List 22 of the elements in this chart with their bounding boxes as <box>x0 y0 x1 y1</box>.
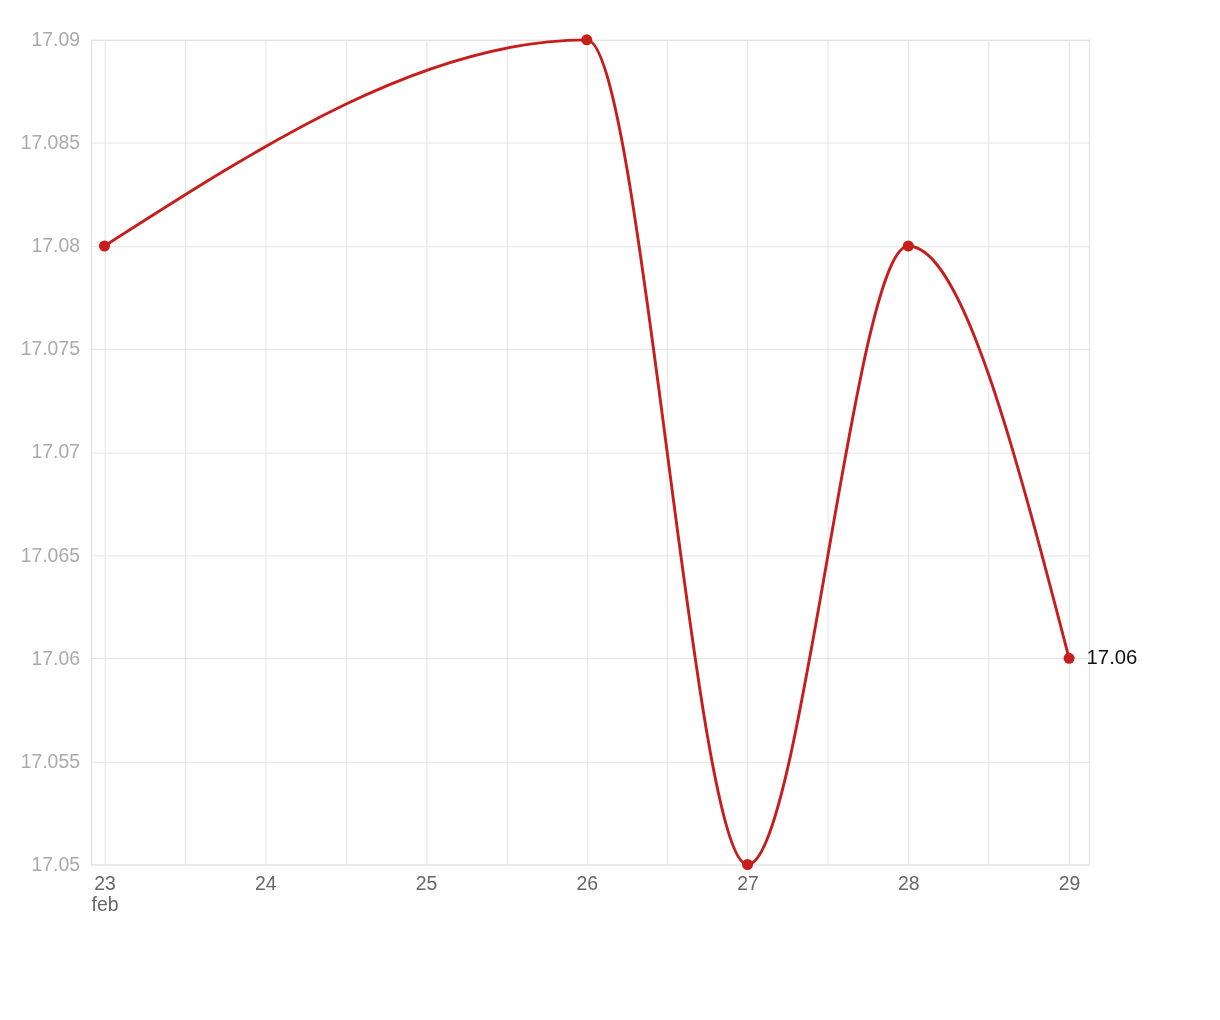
x-tick-label: 26 <box>576 872 599 895</box>
y-tick-label: 17.08 <box>31 234 80 257</box>
x-tick-label: 28 <box>898 872 920 895</box>
y-tick-label: 17.09 <box>31 28 80 51</box>
y-tick-label: 17.07 <box>31 440 80 463</box>
x-tick-label: 25 <box>415 872 438 895</box>
y-tick-label: 17.05 <box>31 852 80 875</box>
point <box>902 240 914 252</box>
data-label: 17.06 <box>1086 646 1138 669</box>
y-tick-label: 17.06 <box>31 646 80 669</box>
y-tick-label: 17.065 <box>20 543 80 566</box>
y-tick-label: 17.075 <box>20 337 80 360</box>
x-tick-label: 24 <box>254 872 277 895</box>
x-tick-label: 27 <box>737 872 759 895</box>
point <box>98 240 111 252</box>
point <box>1063 652 1075 664</box>
y-tick-label: 17.055 <box>20 749 80 772</box>
x-tick-label: 29 <box>1058 872 1081 895</box>
point <box>742 858 754 870</box>
y-tick-label: 17.085 <box>20 131 80 154</box>
point <box>581 34 593 46</box>
x-tick-label: 23 feb <box>91 872 119 916</box>
